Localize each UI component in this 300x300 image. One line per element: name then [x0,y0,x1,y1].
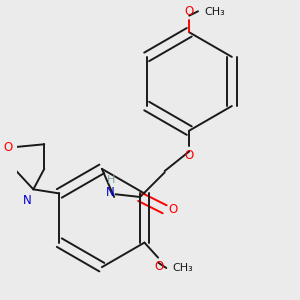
Text: O: O [168,203,177,216]
Text: O: O [184,5,194,18]
Text: N: N [105,186,114,199]
Text: O: O [184,148,194,162]
Text: CH₃: CH₃ [172,263,193,273]
Text: H: H [107,175,116,185]
Text: N: N [23,194,32,207]
Text: O: O [3,140,12,154]
Text: CH₃: CH₃ [204,8,225,17]
Text: O: O [155,260,164,273]
